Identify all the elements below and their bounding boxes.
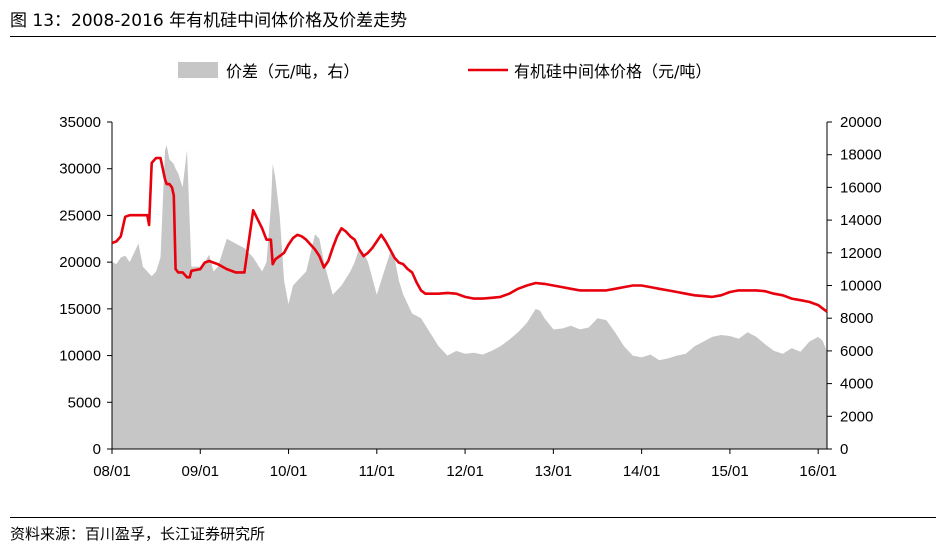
y-right-tick-label: 10000 [840, 278, 882, 295]
x-tick-label: 16/01 [799, 463, 837, 480]
y-right-tick-label: 20000 [840, 114, 882, 131]
y-right-tick-label: 16000 [840, 179, 882, 196]
legend-label-line: 有机硅中间体价格（元/吨） [514, 62, 711, 81]
y-right-tick-label: 6000 [840, 343, 873, 360]
series-line-price [111, 156, 828, 313]
line-layer [111, 156, 828, 313]
y-right-tick-label: 18000 [840, 147, 882, 164]
y-right-tick-label: 14000 [840, 212, 882, 229]
y-right-tick-label: 4000 [840, 376, 873, 393]
source-note: 资料来源：百川盈孚，长江证券研究所 [10, 525, 266, 543]
y-left-tick-label: 0 [93, 441, 101, 458]
series-area-spread [112, 145, 827, 449]
y-right-tick-label: 8000 [840, 310, 873, 327]
source-divider [10, 517, 936, 518]
figure-title: 图 13：2008-2016 年有机硅中间体价格及价差走势 [10, 11, 408, 31]
x-tick-label: 15/01 [711, 463, 749, 480]
axis-layer: 0 5000 10000 15000 20000 25000 30000 35000 0 2000… [59, 114, 881, 480]
y-left-tick-label: 10000 [59, 348, 101, 365]
y-left-tick-label: 35000 [59, 114, 101, 131]
legend-label-area: 价差（元/吨，右） [226, 62, 359, 81]
legend-swatch-area [178, 62, 218, 78]
x-tick-label: 12/01 [446, 463, 484, 480]
area-layer [112, 145, 827, 449]
x-tick-label: 11/01 [359, 463, 395, 480]
y-left-tick-label: 20000 [59, 254, 101, 271]
x-tick-label: 14/01 [623, 463, 661, 480]
y-right-tick-label: 0 [840, 441, 848, 458]
y-left-tick-label: 15000 [59, 301, 101, 318]
y-left-tick-label: 25000 [59, 207, 101, 224]
title-divider [10, 36, 936, 37]
x-tick-label: 09/01 [181, 463, 219, 480]
y-left-tick-label: 5000 [68, 394, 101, 411]
legend: 价差（元/吨，右） 有机硅中间体价格（元/吨） [178, 62, 711, 81]
y-left-tick-label: 30000 [59, 161, 101, 178]
y-right-tick-label: 12000 [840, 245, 882, 262]
x-tick-label: 13/01 [535, 463, 573, 480]
x-tick-label: 10/01 [270, 463, 308, 480]
x-tick-label: 08/01 [93, 463, 131, 480]
y-right-tick-label: 2000 [840, 408, 873, 425]
